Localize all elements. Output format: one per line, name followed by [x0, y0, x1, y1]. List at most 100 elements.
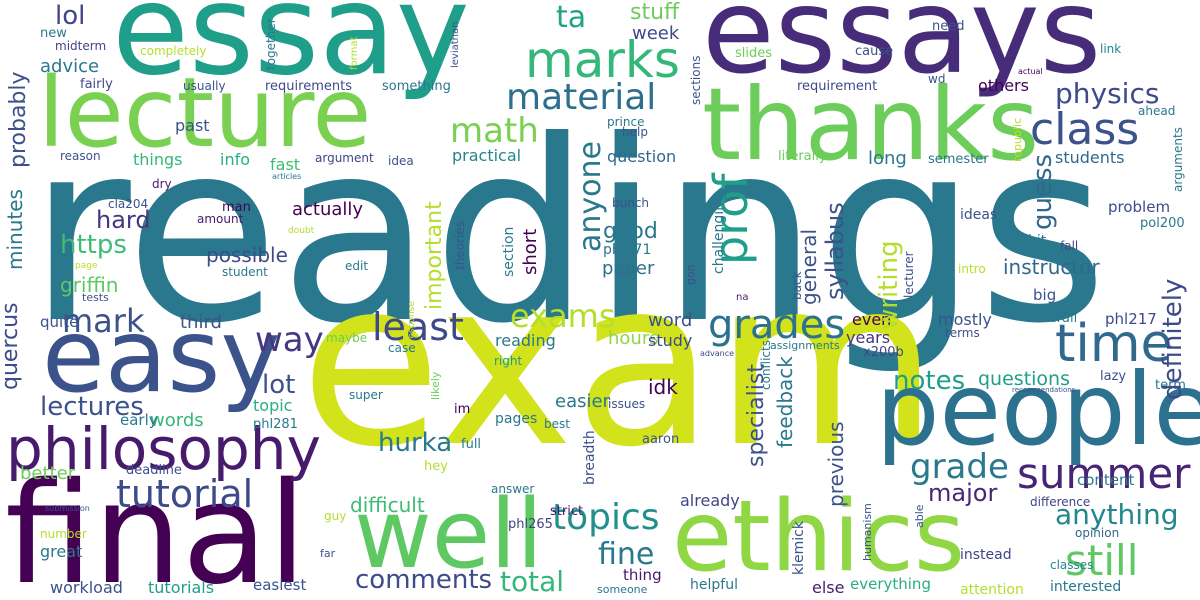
word-phl265: phl265	[508, 517, 553, 532]
word-bunch: bunch	[612, 196, 650, 210]
word-breadth: breadth	[582, 430, 598, 485]
word-phl281: phl281	[253, 417, 298, 432]
word-right: right	[494, 354, 523, 368]
word-case: case	[388, 341, 416, 355]
word-better: better	[20, 463, 76, 484]
word-short: short	[520, 228, 541, 275]
word-deadline: deadline	[126, 463, 182, 478]
word-term: term	[1155, 378, 1186, 393]
word-terms: terms	[945, 326, 980, 340]
word-workload: workload	[50, 578, 123, 597]
word-hurka: hurka	[378, 428, 453, 458]
word-essay: essay	[112, 0, 470, 103]
word-still: still	[1065, 536, 1139, 585]
word-aaron: aaron	[642, 432, 680, 447]
word-others: others	[978, 76, 1029, 95]
word-likely: likely	[429, 371, 442, 400]
word-actually: actually	[292, 199, 364, 220]
word-lot: lot	[262, 370, 296, 400]
word-half: half	[697, 200, 711, 223]
word-gon: gon	[684, 264, 697, 285]
word-ahead: ahead	[1138, 104, 1176, 118]
word-https: https	[60, 230, 127, 260]
word-bit: bit	[1028, 233, 1047, 249]
word-everything: everything	[850, 575, 931, 593]
word-difficult: difficult	[350, 493, 425, 517]
word-summer: summer	[1017, 449, 1191, 498]
word-big: big	[1033, 286, 1057, 304]
word-topics: topics	[552, 497, 660, 538]
word-republic: republic	[1011, 117, 1024, 162]
word-way: way	[255, 320, 324, 360]
word-feedback: feedback	[773, 356, 797, 448]
word-interested: interested	[1050, 579, 1122, 595]
word-word: word	[648, 310, 693, 331]
word-x200b: x200b	[863, 345, 904, 360]
word-super: super	[349, 388, 383, 402]
word-phl217: phl217	[1105, 310, 1157, 328]
word-else: else	[812, 578, 845, 597]
word-new: new	[40, 26, 67, 41]
word-thing: thing	[623, 566, 662, 584]
word-students: students	[1055, 148, 1125, 167]
word-total: total	[500, 565, 565, 598]
word-articles: articles	[272, 172, 302, 181]
word-lectures: lectures	[40, 392, 144, 422]
word-response: response	[407, 301, 417, 342]
word-assignments: assignments	[770, 339, 840, 352]
word-number: number	[40, 527, 87, 541]
word-overall: overall	[1033, 311, 1078, 326]
word-material: material	[506, 77, 657, 118]
word-tests: tests	[82, 291, 109, 304]
word-wd: wd	[928, 72, 946, 86]
word-problem: problem	[1108, 198, 1171, 216]
word-midterm: midterm	[55, 39, 107, 53]
word-advice: advice	[40, 56, 100, 77]
word-ta: ta	[556, 0, 587, 35]
word-instead: instead	[960, 547, 1012, 563]
word-least: least	[372, 305, 464, 349]
word-readings: readings	[28, 87, 1108, 378]
word-guy: guy	[324, 509, 347, 523]
word-quercus: quercus	[0, 302, 23, 390]
word-sections: sections	[689, 55, 703, 105]
word-topic: topic	[253, 396, 293, 415]
word-paper: paper	[602, 258, 655, 279]
word-together: together	[264, 18, 278, 70]
word-practical: practical	[452, 146, 522, 165]
word-strict: strict	[550, 504, 584, 519]
word-semester: semester	[928, 152, 989, 167]
word-lecture: lecture	[38, 57, 372, 169]
word-mark: mark	[62, 302, 145, 340]
word-syllabus: syllabus	[821, 202, 849, 300]
word-man: man	[222, 200, 251, 215]
word-someone: someone	[597, 583, 648, 596]
word-even: even	[852, 310, 892, 329]
word-important: important	[422, 201, 447, 310]
word-ideas: ideas	[960, 207, 998, 223]
word-reading: reading	[495, 331, 556, 350]
word-week: week	[632, 23, 680, 44]
word-format: format	[349, 36, 360, 70]
word-hey: hey	[424, 459, 448, 474]
word-anyone: anyone	[573, 141, 608, 252]
word-submission: submission	[45, 504, 90, 513]
word-study: study	[648, 331, 693, 350]
word-fairly: fairly	[80, 77, 113, 92]
word-fall: fall	[1060, 239, 1079, 253]
word-well: well	[354, 480, 543, 590]
word-prince: prince	[607, 115, 645, 129]
word-guess: guess	[1028, 153, 1058, 230]
word-actual: actual	[1018, 67, 1043, 76]
word-fine: fine	[598, 537, 655, 572]
word-years: years	[846, 328, 891, 347]
word-math: math	[450, 111, 539, 151]
word-klemick: klemick	[791, 521, 807, 575]
word-possible: possible	[206, 243, 288, 267]
word-words: words	[150, 410, 204, 431]
word-grades: grades	[708, 302, 846, 348]
word-easy: easy	[42, 297, 281, 416]
word-previous: previous	[824, 421, 848, 507]
word-griffin: griffin	[60, 273, 119, 297]
word-past: past	[175, 116, 210, 135]
